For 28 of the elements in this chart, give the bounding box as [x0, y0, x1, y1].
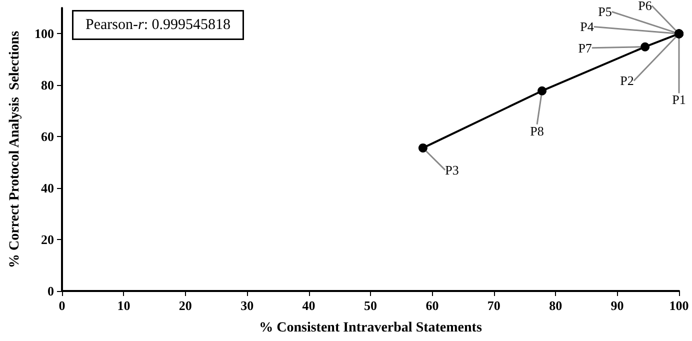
y-tick-label: 40: [41, 180, 54, 196]
annotation: Pearson-r: 0.999545818: [86, 17, 230, 33]
x-tick-label: 20: [178, 298, 192, 313]
data-label: P2: [620, 73, 634, 88]
y-tick-label: 0: [48, 284, 54, 298]
y-tick-label: 100: [34, 26, 54, 42]
data-label: P1: [672, 92, 686, 108]
x-tick-label: 30: [240, 298, 254, 313]
x-axis-title: % Consistent Intraverbal Statements: [259, 320, 482, 336]
x-tick-label: 40: [302, 298, 316, 313]
y-axis-title: % Correct Protocol Analysis Selections: [8, 30, 22, 268]
data-label: P8: [530, 123, 544, 138]
x-tick-label: 100: [669, 298, 689, 313]
x-tick-label: 70: [487, 298, 500, 313]
data-label: P6: [638, 0, 652, 14]
data-label: P5: [598, 4, 612, 20]
y-tick-label: 20: [41, 232, 54, 248]
data-label: P7: [578, 40, 592, 56]
y-tick-label: 60: [41, 129, 54, 144]
x-tick-label: 50: [364, 298, 377, 313]
x-tick-label: 80: [549, 298, 562, 313]
x-tick-label: 90: [610, 298, 624, 313]
y-tick-label: 80: [41, 78, 54, 93]
x-tick-label: 60: [426, 298, 439, 313]
x-tick-label: 0: [58, 298, 66, 313]
data-label: P3: [445, 162, 459, 178]
data-label: P4: [580, 19, 594, 34]
x-tick-label: 10: [117, 298, 130, 313]
